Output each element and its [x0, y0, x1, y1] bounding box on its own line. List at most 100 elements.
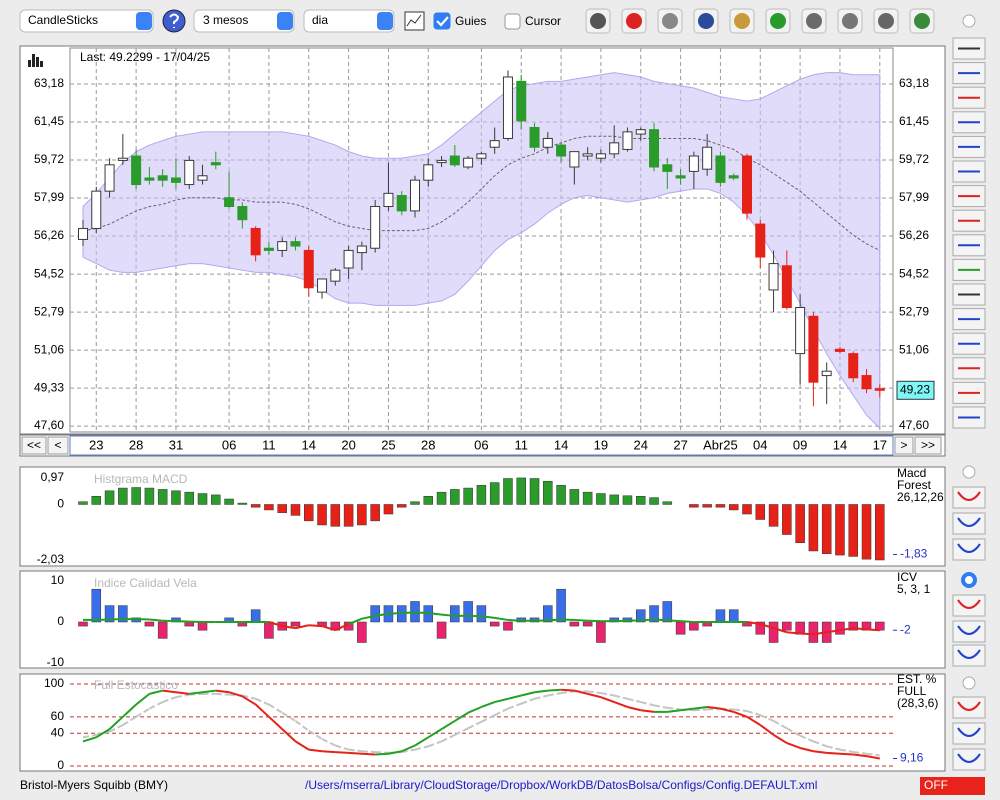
- x-tick-label: 17: [873, 437, 887, 452]
- chart-icon-glyph: [406, 14, 422, 27]
- x-tick-label: 23: [89, 437, 103, 452]
- last-button[interactable]: [914, 436, 942, 455]
- line-segment: [148, 701, 164, 710]
- x-tick-label: 14: [302, 437, 316, 452]
- panel-radio[interactable]: [962, 14, 976, 28]
- x-tick-label: 25: [381, 437, 395, 452]
- line-segment: [467, 706, 482, 714]
- y-tick-label: 0: [57, 497, 64, 511]
- prev-button[interactable]: [47, 436, 69, 455]
- side-button[interactable]: [952, 696, 986, 719]
- line-segment: [109, 724, 124, 733]
- side-button[interactable]: [952, 644, 986, 667]
- line-segment: [361, 614, 376, 620]
- bar: [290, 504, 301, 516]
- select-arrow: [136, 12, 152, 30]
- side-glyph: [957, 701, 981, 711]
- tool-icon: [770, 13, 786, 29]
- chart-icon[interactable]: [404, 11, 425, 31]
- first-button[interactable]: [21, 436, 47, 455]
- select-arrow: [377, 12, 393, 30]
- line-segment: [773, 720, 788, 730]
- side-button[interactable]: [952, 722, 986, 745]
- bar: [370, 605, 380, 623]
- icon-bar: [32, 54, 35, 67]
- config-path[interactable]: /Users/mserra/Library/CloudStorage/Dropb…: [305, 778, 817, 792]
- line-segment: [321, 750, 336, 754]
- period-select[interactable]: [193, 9, 295, 33]
- panel-radio[interactable]: [961, 572, 977, 588]
- line-segment: [773, 627, 788, 634]
- line-segment: [600, 696, 615, 704]
- line-segment: [813, 740, 828, 748]
- x-tick-label: 28: [421, 437, 435, 452]
- candle-body: [861, 375, 872, 390]
- next-button[interactable]: [894, 436, 914, 455]
- y-tick-label: -2,03: [37, 552, 65, 566]
- interval-select[interactable]: [303, 9, 395, 33]
- bar: [755, 504, 766, 520]
- bar: [728, 609, 739, 623]
- candle-body: [356, 245, 367, 254]
- side-button[interactable]: [952, 538, 986, 561]
- guides-checkbox[interactable]: [433, 12, 451, 30]
- chart-type-select[interactable]: [19, 9, 154, 33]
- side-button[interactable]: [952, 748, 986, 771]
- panel-radio[interactable]: [962, 676, 976, 690]
- line-segment: [534, 694, 549, 700]
- line-segment: [587, 692, 602, 699]
- y-tick-label: -10: [47, 655, 65, 669]
- line-segment: [388, 750, 402, 755]
- indicator-info: Macd: [897, 466, 926, 480]
- state-badge[interactable]: [920, 777, 985, 795]
- line-segment: [108, 716, 124, 730]
- y-tick-label-right: 51,06: [899, 342, 929, 356]
- line-segment: [547, 692, 562, 697]
- side-button[interactable]: [952, 486, 986, 509]
- panel-radio[interactable]: [962, 465, 976, 479]
- line-segment: [375, 752, 389, 756]
- line-segment: [361, 750, 376, 754]
- line-segment: [693, 708, 708, 712]
- line-segment: [574, 618, 588, 622]
- instrument-name: Bristol-Myers Squibb (BMY): [20, 778, 168, 792]
- line-segment: [162, 689, 177, 694]
- x-tick-label: 20: [341, 437, 355, 452]
- bar: [556, 588, 566, 623]
- line-segment: [507, 618, 522, 622]
- line-segment: [667, 706, 681, 711]
- line-segment: [574, 689, 588, 695]
- candle-body: [635, 129, 646, 135]
- icon-bar: [40, 61, 43, 67]
- line-segment: [494, 697, 509, 704]
- line-segment: [82, 736, 97, 743]
- candle-body: [728, 175, 739, 179]
- prev-label: <: [54, 438, 61, 452]
- line-segment: [839, 752, 854, 756]
- first-label: <<: [27, 438, 41, 452]
- cursor-label: Cursor: [525, 14, 561, 28]
- line-segment: [308, 748, 323, 753]
- icon-bar: [36, 57, 39, 67]
- line-segment: [853, 627, 867, 631]
- bar: [715, 504, 726, 508]
- candle-body: [449, 155, 460, 166]
- candle-body: [742, 155, 752, 214]
- cursor-checkbox[interactable]: [504, 13, 521, 30]
- bar: [370, 504, 380, 522]
- bar: [171, 490, 181, 505]
- bar: [636, 496, 646, 505]
- side-button[interactable]: [952, 512, 986, 535]
- bar: [184, 491, 194, 505]
- help-glyph: [169, 13, 180, 28]
- bar: [808, 621, 819, 643]
- line-segment: [467, 720, 482, 730]
- bar: [543, 605, 553, 623]
- period: 3 mesos: [203, 13, 248, 27]
- side-button[interactable]: [952, 620, 986, 643]
- line-segment: [388, 611, 402, 615]
- tool-icon: [626, 13, 642, 29]
- candle-body: [529, 126, 540, 148]
- bar: [582, 491, 593, 505]
- side-button[interactable]: [952, 594, 986, 617]
